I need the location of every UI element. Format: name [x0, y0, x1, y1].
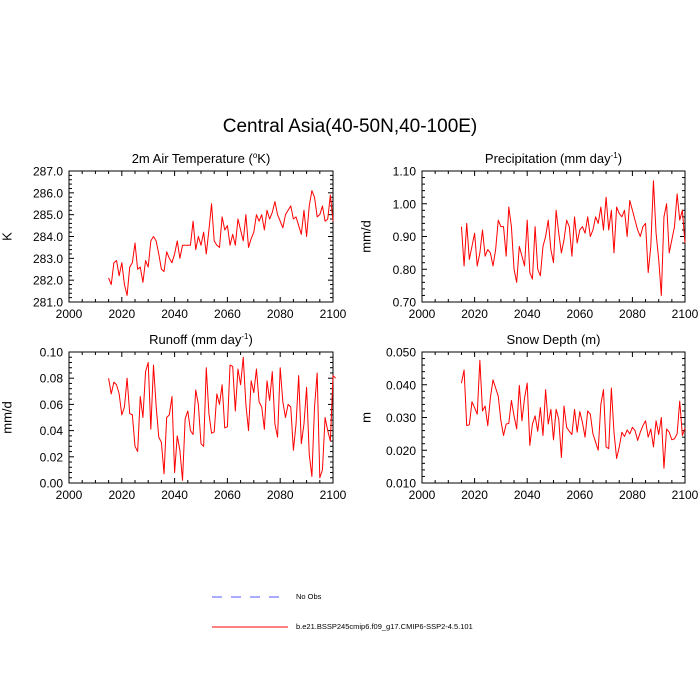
- y-tick-label: 0.90: [393, 230, 417, 244]
- x-tick-label: 2060: [214, 307, 241, 321]
- panel-title-text: Snow Depth (m): [506, 332, 601, 347]
- y-tick-label: 0.70: [393, 296, 417, 310]
- x-tick-label: 2040: [514, 307, 541, 321]
- x-tick-label: 2060: [566, 307, 593, 321]
- panel-title-superscript: -1: [610, 151, 618, 160]
- x-tick-label: 2060: [566, 488, 593, 502]
- series-line-snow-depth: [460, 359, 686, 469]
- y-tick-label: 0.08: [40, 372, 64, 386]
- series-line-precipitation: [460, 180, 686, 296]
- y-axis-label-runoff: mm/d: [0, 400, 15, 434]
- x-tick-label: 2020: [461, 488, 488, 502]
- y-tick-label: 0.02: [40, 450, 64, 464]
- y-axis-label-snow-depth: m: [358, 411, 374, 423]
- x-tick-label: 2000: [56, 307, 83, 321]
- y-tick-label: 0.06: [40, 398, 64, 412]
- panel-title-snow-depth: Snow Depth (m): [422, 332, 685, 347]
- y-axis-label-air-temperature: K: [0, 231, 15, 241]
- y-tick-label: 287.0: [33, 165, 63, 179]
- y-tick-label: 0.030: [386, 411, 416, 425]
- panel-title-suffix: ): [617, 151, 623, 166]
- y-tick-label: 0.80: [393, 263, 417, 277]
- y-tick-label: 282.0: [33, 274, 63, 288]
- x-tick-label: 2040: [514, 488, 541, 502]
- panel-title-precipitation: Precipitation (mm day-1): [422, 151, 685, 166]
- y-tick-label: 284.0: [33, 230, 63, 244]
- panel-title-text: Runoff (mm day: [149, 332, 242, 347]
- x-tick-label: 2020: [108, 488, 135, 502]
- y-tick-label: 0.020: [386, 444, 416, 458]
- x-tick-label: 2020: [108, 307, 135, 321]
- x-tick-label: 2040: [161, 307, 188, 321]
- y-axis-label-precipitation: mm/d: [358, 219, 374, 253]
- x-tick-label: 2000: [409, 307, 436, 321]
- y-tick-label: 0.010: [386, 477, 416, 491]
- panel-title-suffix: K): [257, 151, 271, 166]
- x-tick-label: 2020: [461, 307, 488, 321]
- x-tick-label: 2100: [672, 488, 699, 502]
- panel-title-air-temperature: 2m Air Temperature (oK): [69, 151, 333, 166]
- y-tick-label: 286.0: [33, 186, 63, 200]
- panel-title-text: 2m Air Temperature (: [131, 151, 253, 166]
- panel-title-superscript: o: [252, 151, 258, 160]
- x-tick-label: 2080: [619, 307, 646, 321]
- panel-title-superscript: -1: [241, 332, 249, 341]
- panel-title-text: Precipitation (mm day: [484, 151, 611, 166]
- x-tick-label: 2080: [267, 488, 294, 502]
- y-tick-label: 0.04: [40, 424, 64, 438]
- y-tick-label: 285.0: [33, 208, 63, 222]
- x-tick-label: 2080: [619, 488, 646, 502]
- y-tick-label: 0.050: [386, 346, 416, 360]
- y-tick-label: 1.00: [393, 197, 417, 211]
- main-title: Central Asia(40-50N,40-100E): [222, 116, 478, 137]
- x-tick-label: 2040: [161, 488, 188, 502]
- series-line-runoff: [108, 356, 336, 481]
- series-line-air-temperature: [108, 190, 334, 296]
- y-tick-label: 0.00: [40, 477, 64, 491]
- x-tick-label: 2080: [267, 307, 294, 321]
- y-tick-label: 1.10: [393, 165, 417, 179]
- y-tick-label: 281.0: [33, 296, 63, 310]
- x-tick-label: 2100: [672, 307, 699, 321]
- x-tick-label: 2000: [56, 488, 83, 502]
- panel-title-suffix: ): [248, 332, 253, 347]
- plot-frame: [421, 351, 686, 484]
- y-tick-label: 0.040: [386, 378, 416, 392]
- x-tick-label: 2060: [214, 488, 241, 502]
- y-tick-label: 0.10: [40, 346, 64, 360]
- x-tick-label: 2000: [409, 488, 436, 502]
- x-tick-label: 2100: [320, 307, 347, 321]
- y-tick-label: 283.0: [33, 252, 63, 266]
- x-tick-label: 2100: [320, 488, 347, 502]
- panel-title-runoff: Runoff (mm day-1): [69, 332, 333, 347]
